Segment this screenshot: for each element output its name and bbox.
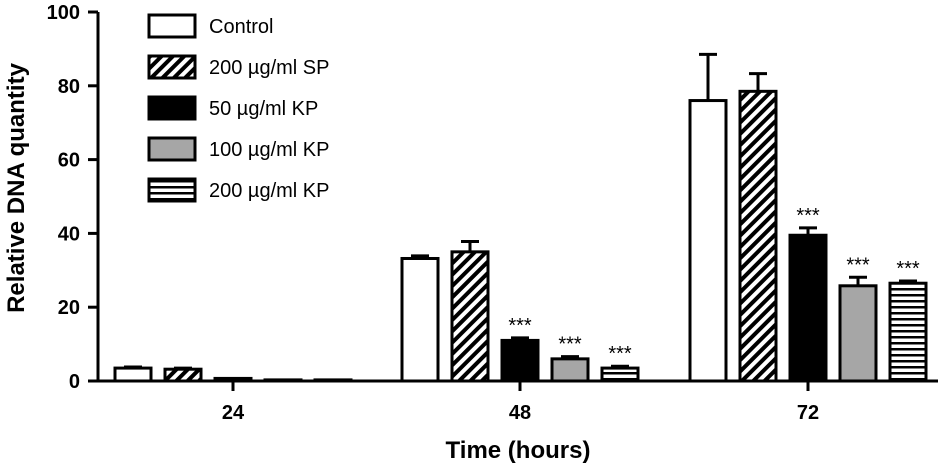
legend-label: 100 µg/ml KP — [209, 139, 329, 161]
legend-label: 200 µg/ml KP — [209, 180, 329, 202]
bar — [740, 91, 776, 381]
bar — [402, 258, 438, 381]
y-axis-ticks: 0 20 40 60 80 100 — [47, 2, 98, 393]
legend-swatch — [149, 15, 195, 37]
y-tick-label: 80 — [58, 76, 80, 98]
y-tick-label: 100 — [47, 2, 80, 24]
significance-label: *** — [558, 334, 582, 356]
bar — [115, 368, 151, 381]
bar — [552, 359, 588, 381]
x-axis-ticks: 24 48 72 — [222, 381, 819, 424]
legend-swatch — [149, 56, 195, 78]
bar — [602, 368, 638, 381]
y-tick-label: 0 — [69, 371, 80, 393]
legend-label: 50 µg/ml KP — [209, 98, 318, 120]
legend-swatch — [149, 138, 195, 160]
bar — [502, 340, 538, 381]
y-tick-label: 40 — [58, 223, 80, 245]
legend-swatch — [149, 179, 195, 201]
y-axis-title: Relative DNA quantity — [3, 62, 30, 312]
bar — [690, 101, 726, 381]
legend: Control 200 µg/ml SP 50 µg/ml KP 100 µg/ml … — [149, 15, 329, 202]
y-tick-label: 60 — [58, 150, 80, 172]
x-tick-label: 48 — [509, 402, 531, 424]
x-tick-label: 72 — [797, 402, 819, 424]
bar — [452, 252, 488, 381]
x-tick-label: 24 — [222, 402, 245, 424]
bar — [790, 235, 826, 381]
significance-label: *** — [796, 205, 820, 227]
significance-label: *** — [608, 343, 632, 365]
significance-label: *** — [896, 258, 920, 280]
bar — [890, 283, 926, 381]
significance-label: *** — [846, 254, 870, 276]
bar — [165, 369, 201, 381]
legend-swatch — [149, 97, 195, 119]
x-axis-title: Time (hours) — [446, 437, 591, 464]
legend-label: Control — [209, 16, 273, 38]
legend-label: 200 µg/ml SP — [209, 57, 329, 79]
significance-label: *** — [508, 315, 532, 337]
bar — [840, 286, 876, 381]
y-tick-label: 20 — [58, 297, 80, 319]
